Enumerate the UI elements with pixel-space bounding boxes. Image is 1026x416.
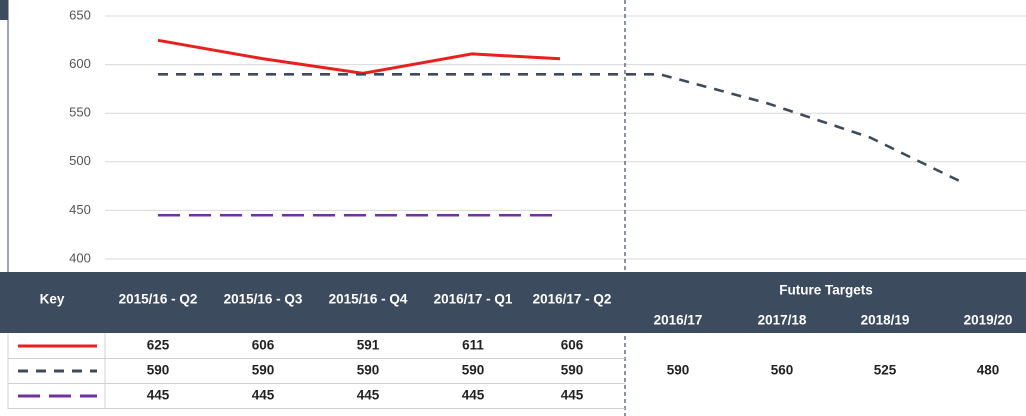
table-value: 445 <box>147 388 170 403</box>
table-value: 590 <box>147 363 170 378</box>
table-value: 445 <box>462 388 485 403</box>
y-tick-label: 650 <box>69 7 91 22</box>
y-tick-label: 550 <box>69 105 91 120</box>
table-value: 445 <box>561 388 584 403</box>
table-value: 590 <box>561 363 584 378</box>
future-header: Future Targets <box>779 283 873 298</box>
series-line <box>157 38 561 75</box>
x-tick-label: 2016/17 - Q1 <box>434 292 513 307</box>
table-value: 590 <box>667 363 690 378</box>
x-tick-label: 2018/19 <box>861 313 910 328</box>
y-tick-label: 600 <box>69 56 91 71</box>
table-value: 606 <box>252 338 275 353</box>
table-value: 480 <box>977 363 1000 378</box>
table-header <box>0 272 1026 333</box>
table-value: 590 <box>357 363 380 378</box>
table-value: 625 <box>147 338 170 353</box>
x-tick-label: 2019/20 <box>964 313 1013 328</box>
x-tick-label: 2015/16 - Q4 <box>329 292 408 307</box>
table-value: 611 <box>462 338 484 353</box>
table-value: 445 <box>357 388 380 403</box>
series-line <box>158 73 961 183</box>
x-tick-label: 2016/17 <box>654 313 703 328</box>
x-tick-label: 2015/16 - Q3 <box>224 292 303 307</box>
x-tick-label: 2015/16 - Q2 <box>119 292 198 307</box>
table-value: 525 <box>874 363 897 378</box>
table-value: 590 <box>252 363 275 378</box>
y-tick-label: 450 <box>69 202 91 217</box>
table-value: 560 <box>771 363 794 378</box>
y-tick-label: 400 <box>69 250 91 265</box>
x-tick-label: 2017/18 <box>758 313 807 328</box>
y-tick-label: 500 <box>69 153 91 168</box>
table-value: 606 <box>561 338 584 353</box>
table-value: 445 <box>252 388 275 403</box>
key-header: Key <box>40 292 65 307</box>
table-value: 591 <box>357 338 380 353</box>
corner-block <box>0 0 8 20</box>
x-tick-label: 2016/17 - Q2 <box>533 292 612 307</box>
table-value: 590 <box>462 363 485 378</box>
